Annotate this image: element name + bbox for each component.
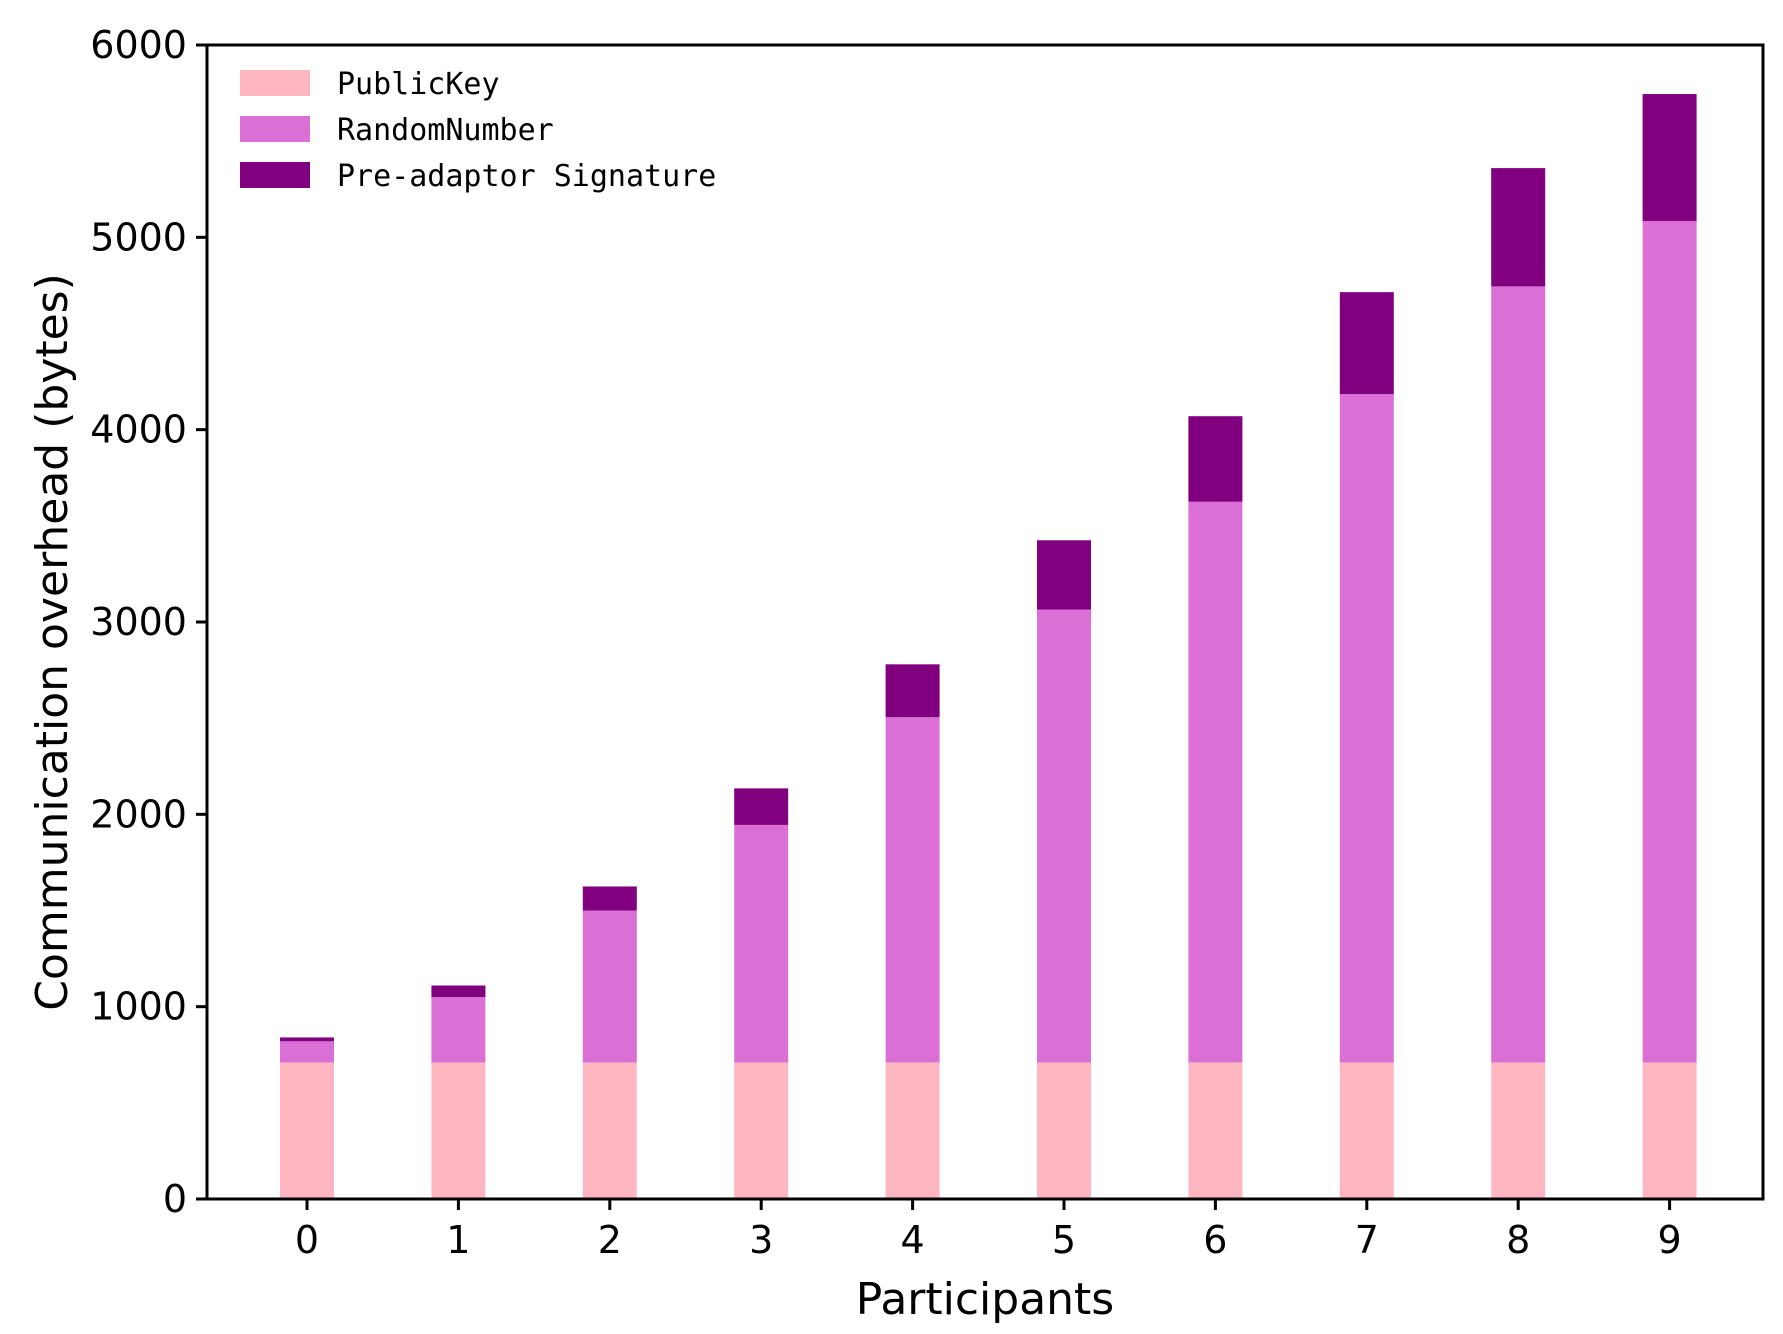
bar-pre-adaptor-signature-4 [885, 664, 940, 718]
x-tick-label: 8 [1506, 1218, 1530, 1262]
bar-publickey-3 [734, 1062, 789, 1199]
y-tick-label: 1000 [90, 985, 187, 1029]
x-axis-label: Participants [856, 1274, 1114, 1325]
bar-randomnumber-9 [1642, 220, 1697, 1063]
bar-randomnumber-7 [1339, 394, 1394, 1063]
bar-randomnumber-5 [1037, 609, 1091, 1063]
bar-pre-adaptor-signature-5 [1037, 540, 1091, 610]
legend: PublicKey RandomNumber Pre-adaptor Signatu… [240, 67, 716, 194]
bar-publickey-0 [280, 1062, 334, 1199]
bar-randomnumber-6 [1188, 501, 1243, 1063]
x-tick-label: 1 [446, 1218, 470, 1262]
bar-publickey-5 [1037, 1062, 1091, 1199]
bar-pre-adaptor-signature-9 [1642, 94, 1697, 221]
bar-publickey-6 [1188, 1062, 1243, 1199]
x-tick-label: 5 [1052, 1218, 1076, 1262]
y-tick-label: 3000 [90, 600, 187, 644]
bar-publickey-1 [431, 1062, 486, 1199]
bar-randomnumber-8 [1491, 286, 1546, 1063]
y-tick-label: 6000 [90, 23, 187, 67]
y-tick-label: 0 [163, 1177, 187, 1221]
x-tick-label: 2 [598, 1218, 622, 1262]
legend-swatch-publickey [240, 70, 310, 96]
x-tick-label: 0 [295, 1218, 319, 1262]
y-axis: 0 1000 2000 3000 4000 5000 6000 [90, 23, 207, 1221]
bar-randomnumber-1 [431, 997, 486, 1063]
y-tick-label: 5000 [90, 215, 187, 259]
bar-randomnumber-0 [280, 1041, 334, 1063]
bar-pre-adaptor-signature-0 [280, 1037, 334, 1042]
bar-publickey-9 [1642, 1062, 1697, 1199]
x-axis: 0 1 2 3 4 5 6 7 8 9 [295, 1199, 1682, 1262]
bar-randomnumber-3 [734, 824, 789, 1063]
bar-pre-adaptor-signature-8 [1491, 168, 1546, 287]
bar-pre-adaptor-signature-3 [734, 788, 789, 825]
y-tick-label: 4000 [90, 408, 187, 452]
legend-swatch-pre-adaptor-signature [240, 162, 310, 188]
bar-publickey-7 [1339, 1062, 1394, 1199]
legend-label: RandomNumber [337, 113, 554, 148]
x-tick-label: 7 [1355, 1218, 1379, 1262]
legend-swatch-randomnumber [240, 116, 310, 142]
legend-label: PublicKey [337, 67, 500, 102]
x-tick-label: 4 [901, 1218, 925, 1262]
bar-layer [280, 94, 1697, 1199]
x-tick-label: 9 [1658, 1218, 1682, 1262]
bar-pre-adaptor-signature-6 [1188, 416, 1243, 502]
bar-pre-adaptor-signature-7 [1339, 292, 1394, 395]
y-tick-label: 2000 [90, 792, 187, 836]
bar-publickey-8 [1491, 1062, 1546, 1199]
legend-label: Pre-adaptor Signature [337, 159, 716, 194]
x-tick-label: 3 [749, 1218, 773, 1262]
bar-pre-adaptor-signature-1 [431, 985, 486, 998]
bar-randomnumber-4 [885, 717, 940, 1063]
bar-randomnumber-2 [582, 910, 637, 1063]
x-tick-label: 6 [1203, 1218, 1227, 1262]
y-axis-label: Communication overhead (bytes) [27, 273, 78, 1011]
bar-pre-adaptor-signature-2 [582, 886, 637, 911]
bar-publickey-4 [885, 1062, 940, 1199]
bar-publickey-2 [582, 1062, 637, 1199]
